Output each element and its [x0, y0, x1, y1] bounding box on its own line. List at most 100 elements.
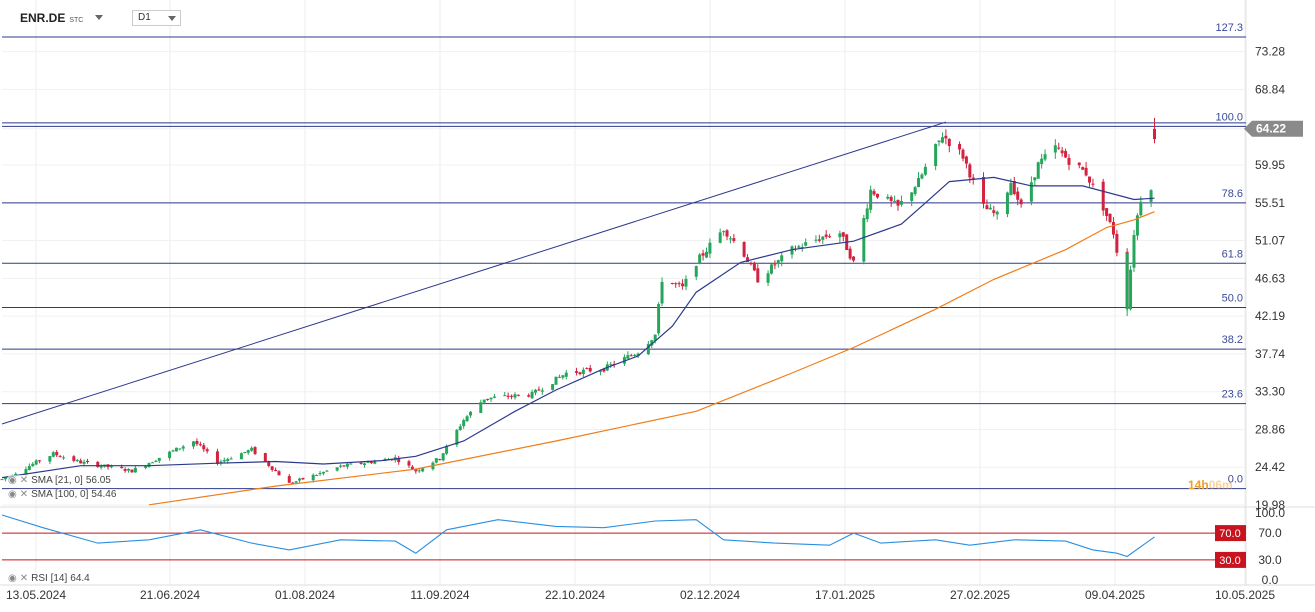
- close-icon[interactable]: ✕: [19, 475, 29, 486]
- candle-body: [752, 262, 756, 271]
- candle-body: [1040, 158, 1044, 165]
- date-tick: 11.09.2024: [410, 588, 469, 602]
- countdown-rest: 06m: [1208, 478, 1233, 492]
- fib-label: 38.2: [1222, 334, 1243, 346]
- candle-body: [345, 463, 349, 467]
- candle-body: [479, 402, 483, 413]
- candle-body: [824, 234, 828, 237]
- candle-body: [622, 357, 626, 364]
- date-tick: 27.02.2025: [950, 588, 1010, 602]
- candle-body: [482, 399, 486, 403]
- candle-body: [31, 463, 35, 467]
- candle-body: [937, 140, 941, 143]
- candle-body: [657, 304, 661, 334]
- candle-body: [923, 166, 927, 175]
- candle-body: [130, 469, 134, 473]
- candle-body: [274, 469, 278, 471]
- price-tick: 24.42: [1255, 460, 1285, 474]
- eye-icon[interactable]: ◉: [8, 573, 17, 584]
- candle-body: [174, 447, 178, 452]
- candle-body: [681, 283, 685, 287]
- price-tick: 68.84: [1255, 82, 1285, 96]
- candle-body: [841, 232, 845, 237]
- candle-body: [349, 463, 353, 465]
- candle-body: [893, 200, 897, 202]
- candle-body: [797, 246, 801, 248]
- candle-body: [790, 246, 794, 255]
- candle-body: [229, 458, 233, 460]
- candle-body: [99, 466, 103, 468]
- candle-body: [277, 471, 281, 476]
- price-tick: 37.74: [1255, 347, 1285, 361]
- candle-body: [294, 481, 298, 483]
- candle-body: [554, 376, 558, 385]
- candle-body: [1091, 183, 1095, 185]
- candle-body: [814, 239, 818, 241]
- candle-body: [828, 236, 832, 238]
- moving-averages: [1, 176, 1155, 506]
- candle-body: [995, 211, 999, 215]
- candle-body: [366, 461, 370, 463]
- candle-body: [202, 445, 206, 450]
- candle-body: [178, 448, 182, 450]
- candle-body: [776, 260, 780, 264]
- candle-body: [492, 396, 496, 398]
- close-icon[interactable]: ✕: [19, 489, 29, 500]
- candle-body: [34, 460, 38, 465]
- candle-body: [3, 477, 7, 480]
- candle-body: [944, 135, 948, 139]
- sma100-legend[interactable]: ◉ ✕ SMA [100, 0] 54.46: [8, 489, 117, 500]
- candle-body: [410, 466, 414, 470]
- candle-body: [1012, 181, 1016, 195]
- price-axis[interactable]: 73.28 68.84 59.95 55.51 51.07 46.63 42.19 37.74…: [1215, 45, 1303, 587]
- date-tick: 09.04.2025: [1085, 588, 1145, 602]
- candle-body: [534, 389, 538, 393]
- candle-body: [804, 242, 808, 246]
- candle-body: [1108, 213, 1112, 223]
- candle-body: [38, 460, 42, 462]
- symbol-selector[interactable]: ENR.DE STC: [20, 11, 104, 25]
- close-icon[interactable]: ✕: [19, 573, 29, 584]
- chevron-down-icon: [95, 15, 104, 20]
- fib-label: 78.6: [1222, 188, 1243, 200]
- candle-body: [489, 397, 493, 400]
- candle-body: [564, 372, 568, 377]
- time-axis[interactable]: 13.05.2024 21.06.2024 01.08.2024 11.09.2024…: [6, 588, 1275, 602]
- candle-body: [725, 230, 729, 237]
- rsi-overbought-tag: [1215, 525, 1246, 542]
- candle-body: [510, 395, 514, 397]
- candle-body: [291, 482, 295, 484]
- candle-body: [698, 254, 702, 264]
- candle-body: [982, 176, 986, 204]
- candle-body: [421, 468, 425, 472]
- rsi-overbought-label: 70.0: [1219, 528, 1240, 540]
- candle-body: [947, 138, 951, 147]
- candle-body: [934, 144, 938, 167]
- date-tick: 13.05.2024: [6, 588, 66, 602]
- candle-body: [896, 199, 900, 206]
- candle-body: [1105, 208, 1109, 216]
- timeframe-selector[interactable]: D1: [132, 10, 181, 26]
- candle-body: [150, 462, 154, 464]
- rsi-legend[interactable]: ◉ ✕ RSI [14] 64.4: [8, 573, 90, 584]
- candle-body: [766, 273, 770, 283]
- candle-body: [875, 193, 879, 198]
- candle-body: [674, 283, 678, 285]
- sma21-legend[interactable]: ◉ ✕ SMA [21, 0] 56.05: [8, 475, 111, 486]
- candle-body: [677, 283, 681, 285]
- fib-label: 23.6: [1222, 389, 1243, 401]
- eye-icon[interactable]: ◉: [8, 489, 17, 500]
- candle-body: [79, 460, 83, 464]
- fib-label: 127.3: [1215, 22, 1243, 34]
- candle-body: [913, 187, 917, 194]
- candle-body: [581, 369, 585, 375]
- candle-body: [168, 451, 172, 459]
- candle-body: [968, 164, 972, 178]
- eye-icon[interactable]: ◉: [8, 475, 17, 486]
- candle-body: [311, 474, 315, 481]
- candle-body: [578, 372, 582, 375]
- candle-body: [869, 189, 873, 210]
- candle-body: [1153, 128, 1157, 140]
- sma21-value: 56.05: [85, 475, 111, 486]
